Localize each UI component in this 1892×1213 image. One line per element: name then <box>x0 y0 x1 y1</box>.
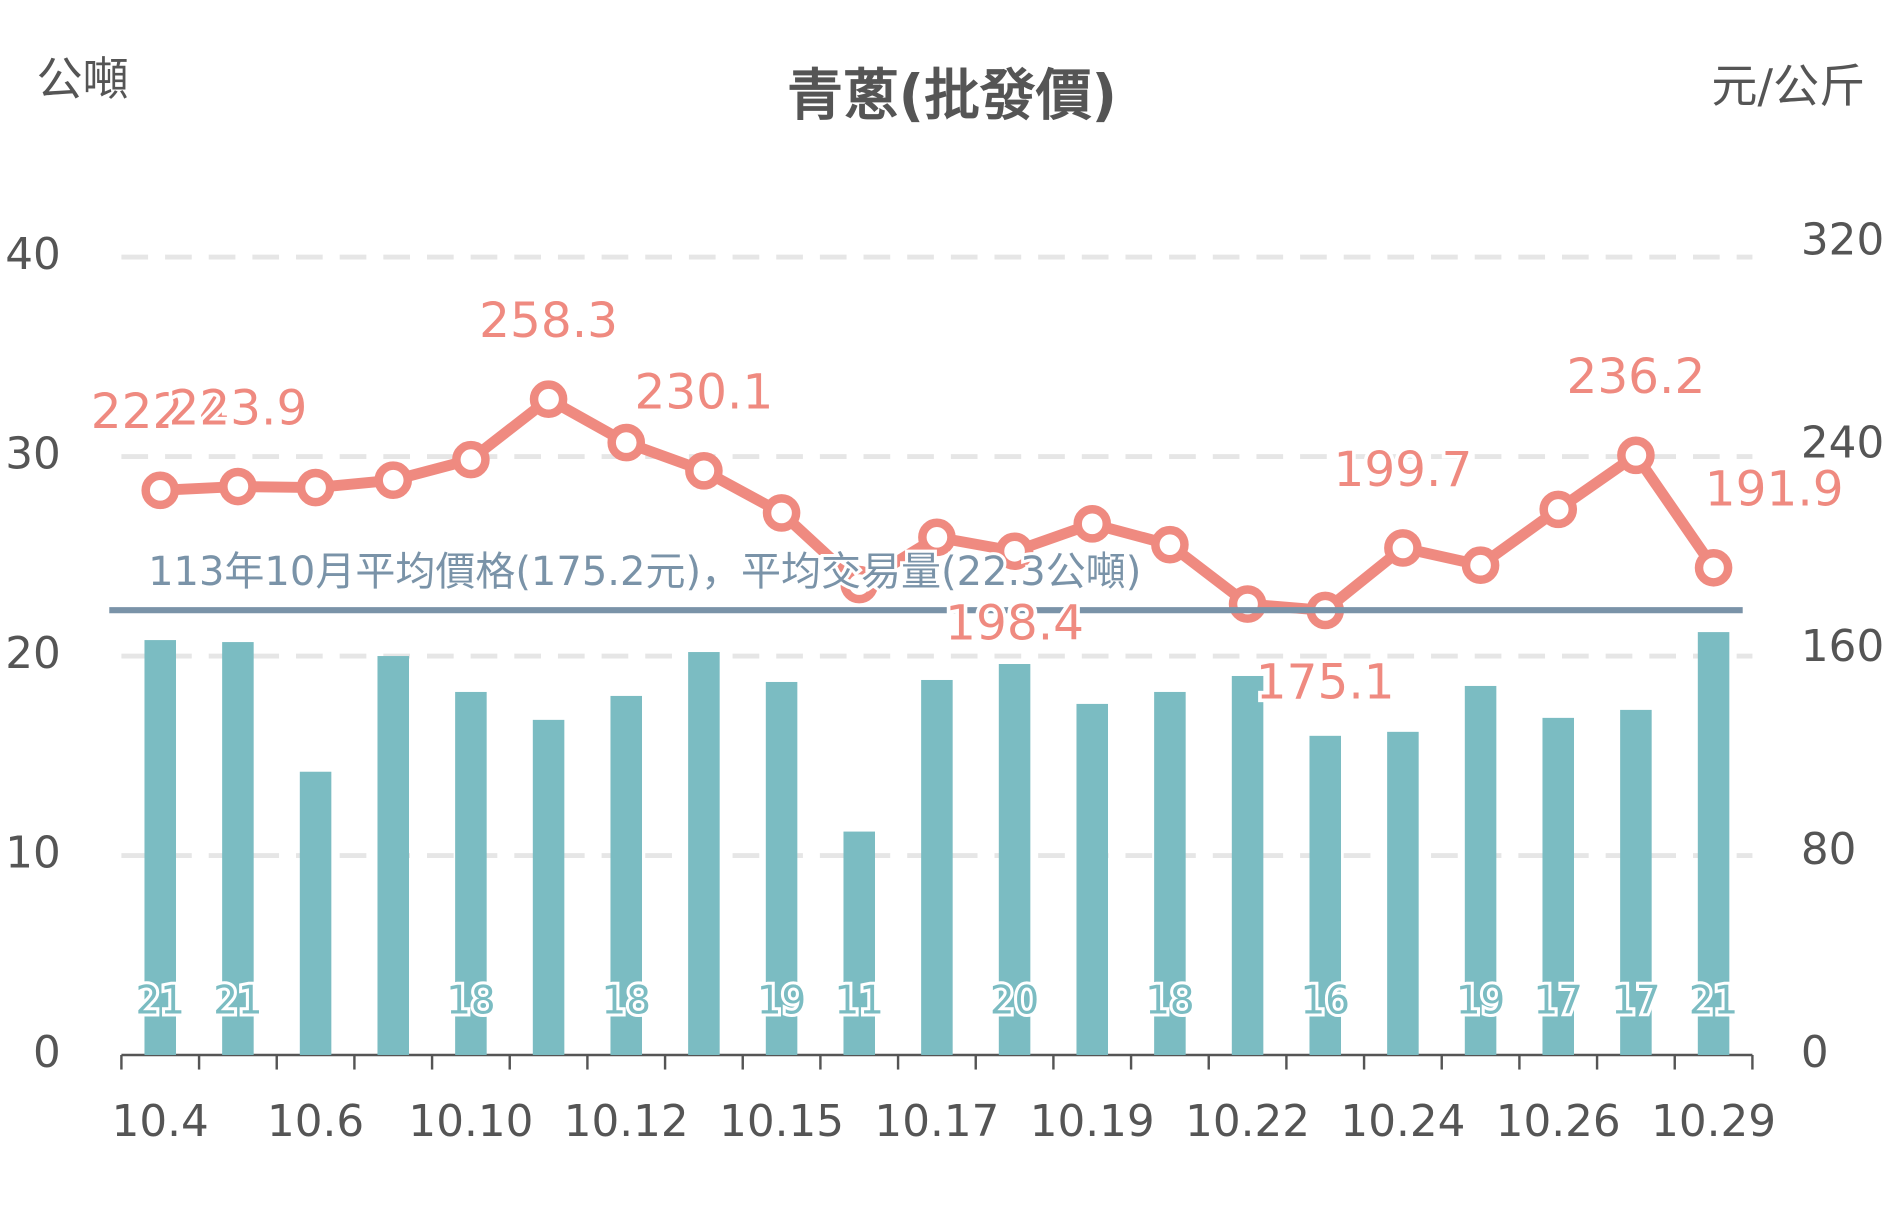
bar <box>1464 685 1497 1055</box>
y-tick-label: 40 <box>5 229 61 280</box>
bar <box>1154 691 1186 1055</box>
price-point <box>1617 436 1655 475</box>
price-point <box>1694 548 1733 587</box>
price-point <box>1539 490 1578 529</box>
bar-value-label: 16 <box>1301 978 1350 1023</box>
bar <box>921 679 953 1055</box>
x-tick-label: 10.4 <box>112 1096 209 1147</box>
price-point <box>141 471 180 510</box>
bar <box>532 719 565 1055</box>
y-axis-label: 公噸 <box>37 52 129 106</box>
bar <box>299 771 332 1055</box>
bar-value-label: 19 <box>757 978 806 1023</box>
bar <box>688 652 720 1055</box>
price-point <box>1151 525 1189 564</box>
price-point <box>1461 546 1500 585</box>
bar-value-label: 21 <box>1689 978 1738 1023</box>
x-tick-label: 10.22 <box>1185 1096 1310 1147</box>
price-point <box>918 518 956 557</box>
price-point <box>452 440 490 479</box>
bar <box>765 681 798 1055</box>
bar <box>222 642 254 1055</box>
price-point <box>529 380 568 418</box>
line-value-label: 199.7 <box>1333 442 1472 498</box>
line-value-label: 236.2 <box>1566 349 1705 405</box>
y-tick-label: 0 <box>33 1027 61 1078</box>
price-point <box>840 565 879 604</box>
bar <box>1542 717 1575 1055</box>
y-tick-label: 20 <box>5 628 61 679</box>
y2-axis-label: 元/公斤 <box>1711 59 1865 113</box>
price-point <box>685 451 723 490</box>
bar <box>1231 675 1264 1055</box>
bar <box>1620 709 1652 1055</box>
bar-value-label: 18 <box>602 978 651 1023</box>
line-value-label: 198.4 <box>945 595 1084 651</box>
bar-value-label: 11 <box>835 978 884 1023</box>
price-point <box>607 423 646 462</box>
line-value-label: 175.1 <box>1256 655 1395 711</box>
y-tick-label: 30 <box>5 429 61 480</box>
bar <box>843 831 876 1055</box>
bar <box>998 664 1031 1055</box>
chart-title: 青蔥(批發價) <box>787 64 1117 129</box>
bar-value-label: 18 <box>446 978 495 1023</box>
x-tick-label: 10.19 <box>1030 1096 1155 1147</box>
bar-value-label: 20 <box>990 978 1039 1023</box>
x-tick-label: 10.24 <box>1340 1096 1465 1147</box>
line-value-label: 258.3 <box>479 293 618 349</box>
y2-tick-label: 320 <box>1801 215 1884 266</box>
line-value-label: 223.9 <box>168 380 307 436</box>
bar-value-label: 17 <box>1611 978 1660 1023</box>
bar-value-label: 21 <box>136 978 185 1023</box>
line-value-label: 230.1 <box>634 365 773 421</box>
bar-value-label: 21 <box>213 978 262 1023</box>
x-tick-label: 10.10 <box>408 1096 533 1147</box>
price-point <box>1073 505 1112 543</box>
price-point <box>1384 529 1422 567</box>
price-point <box>219 467 257 506</box>
bar <box>377 656 410 1055</box>
bar-value-label: 19 <box>1456 978 1505 1023</box>
price-point <box>762 494 801 532</box>
bar <box>1309 735 1342 1055</box>
y2-tick-label: 160 <box>1801 621 1884 672</box>
reference-label: 113年10月平均價格(175.2元)，平均交易量(22.3公噸) <box>148 549 1141 595</box>
x-tick-label: 10.15 <box>719 1096 844 1147</box>
bar <box>1697 632 1730 1055</box>
bar <box>1387 731 1419 1055</box>
x-tick-label: 10.17 <box>874 1096 999 1147</box>
line-value-label: 191.9 <box>1705 462 1844 518</box>
price-point <box>374 461 413 499</box>
bar <box>144 640 177 1055</box>
x-tick-label: 10.26 <box>1496 1096 1621 1147</box>
y2-tick-label: 0 <box>1801 1027 1829 1078</box>
bar <box>1076 703 1109 1055</box>
line-value-label: 222.4 <box>91 384 230 440</box>
y-tick-label: 10 <box>5 828 61 879</box>
x-tick-label: 10.6 <box>267 1096 364 1147</box>
y2-tick-label: 80 <box>1801 824 1857 875</box>
y2-tick-label: 240 <box>1801 418 1884 469</box>
x-tick-label: 10.12 <box>564 1096 689 1147</box>
bar <box>455 691 487 1055</box>
bar <box>610 695 643 1055</box>
bar-value-label: 17 <box>1534 978 1583 1023</box>
price-point <box>296 468 335 507</box>
price-point <box>1228 585 1267 623</box>
x-tick-label: 10.29 <box>1651 1096 1776 1147</box>
price-point <box>995 532 1034 571</box>
bar-value-label: 18 <box>1145 978 1194 1023</box>
